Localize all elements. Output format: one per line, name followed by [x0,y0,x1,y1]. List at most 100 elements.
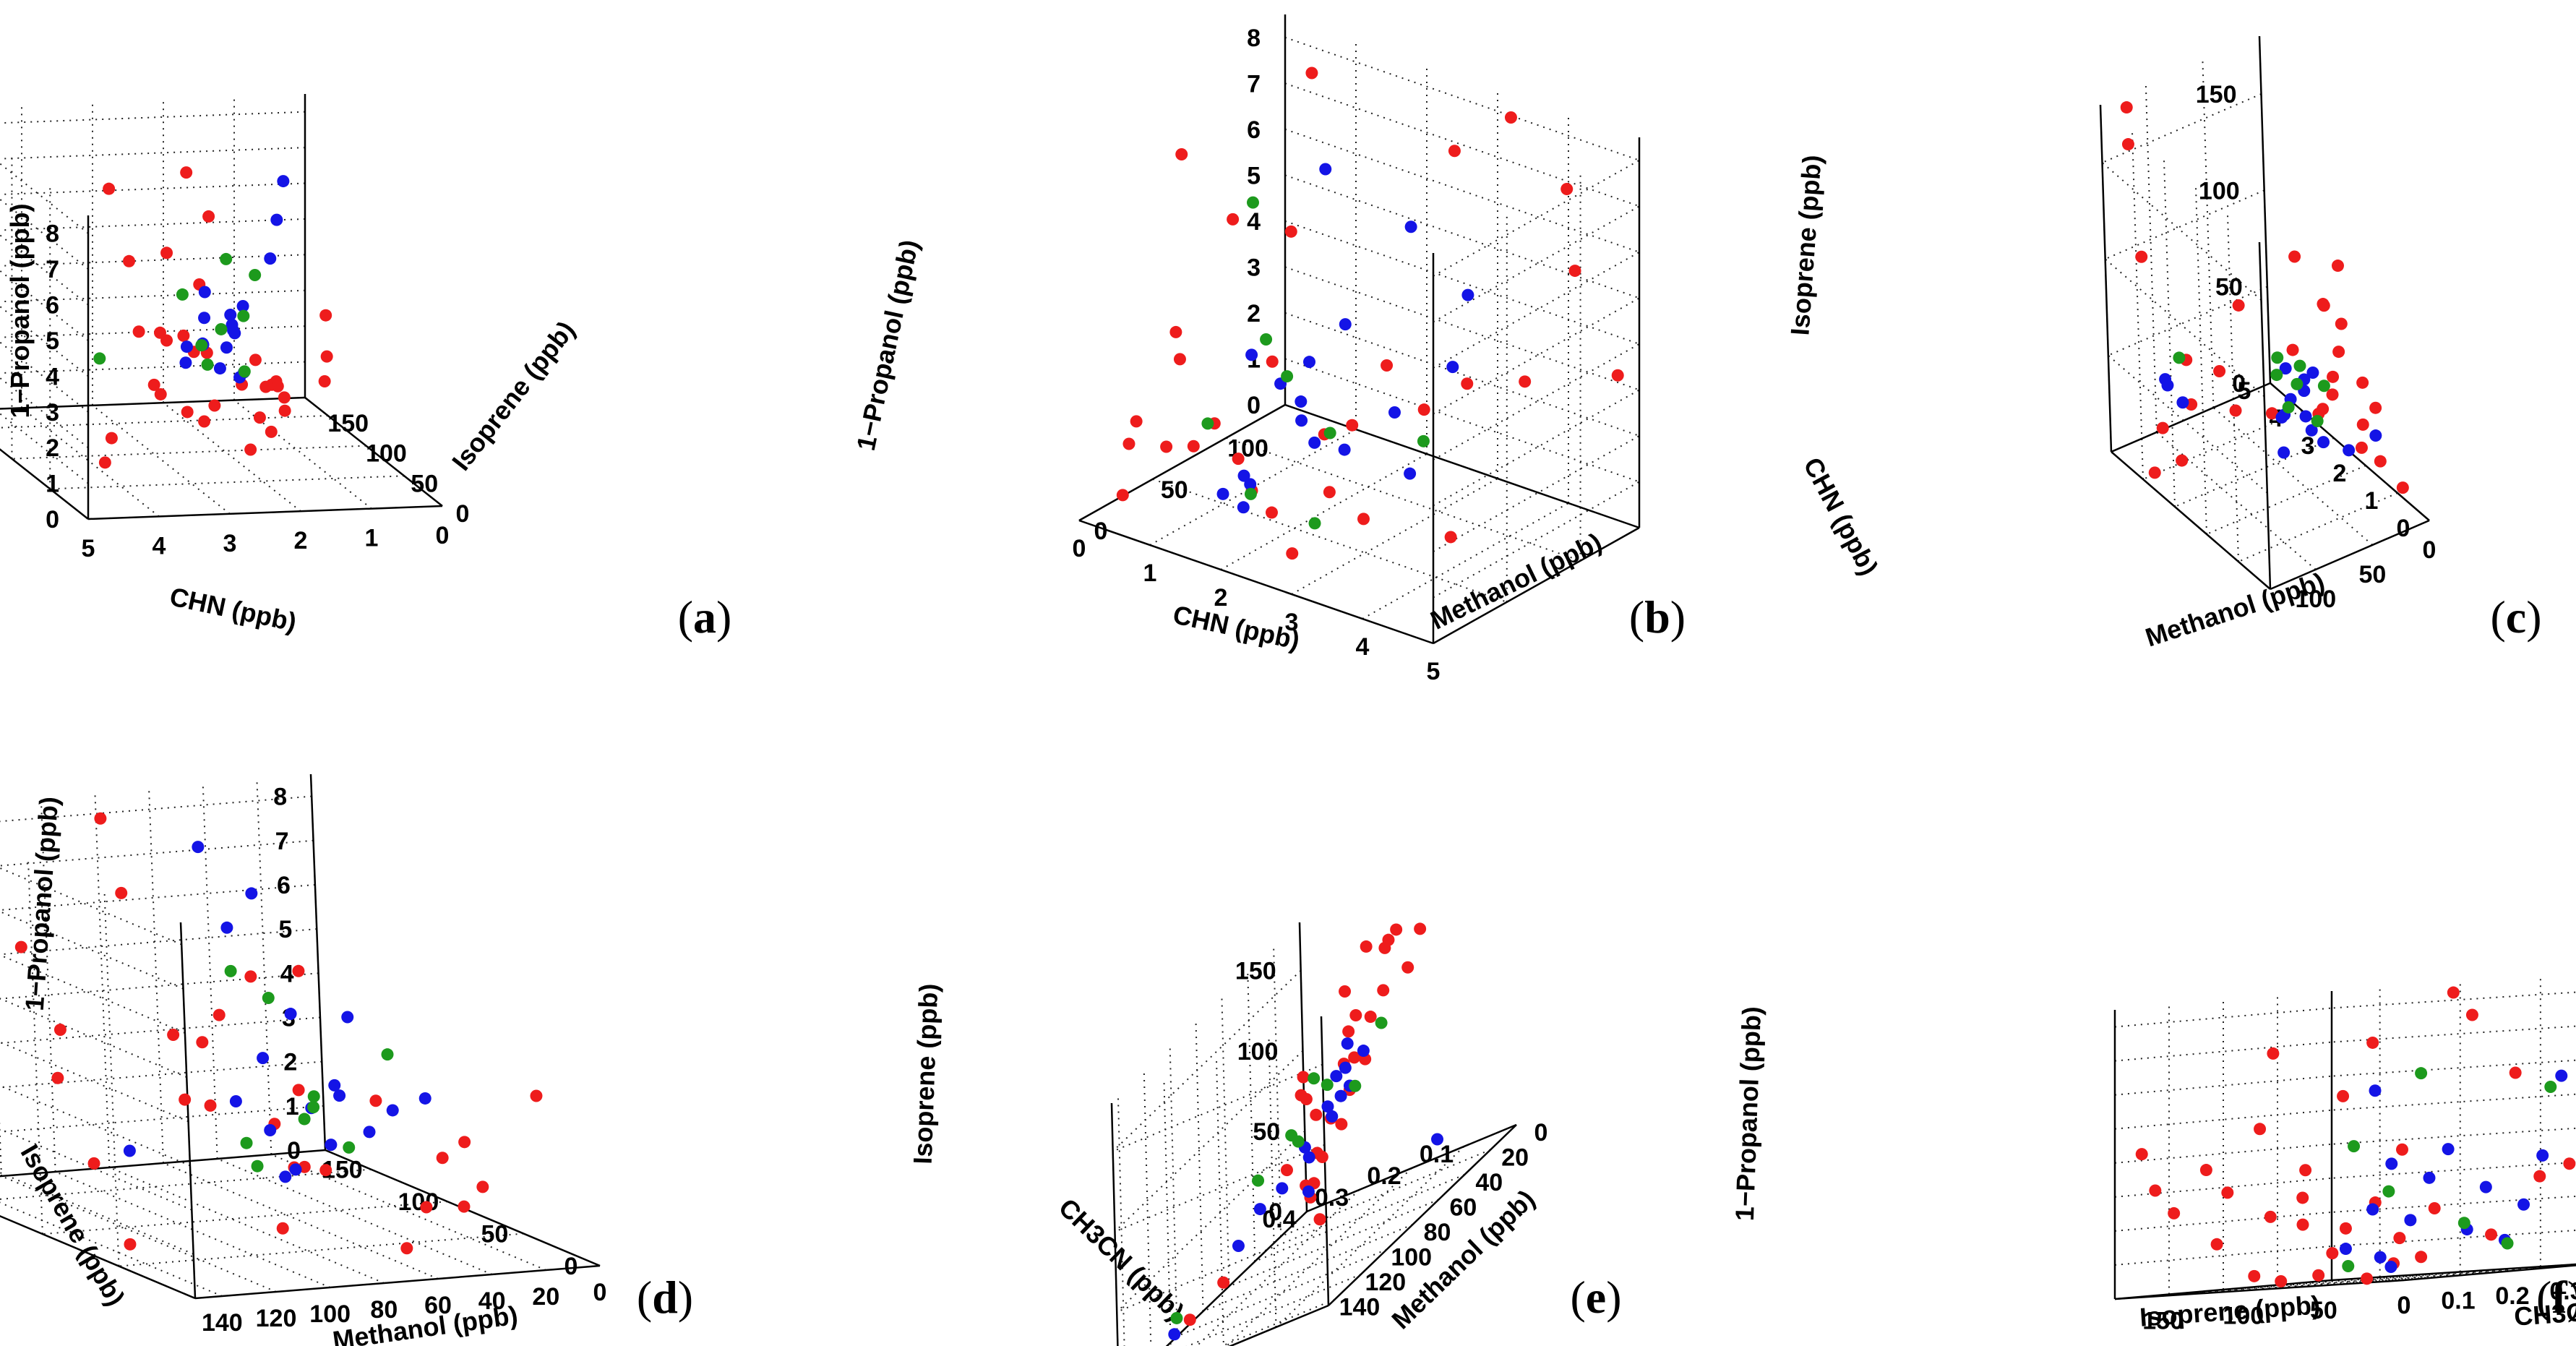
point-red [2393,1232,2406,1245]
side-grid-z-4 [0,254,306,267]
z-axis-title: 1−Propanol (ppb) [1730,1006,1766,1221]
wall-grid-x-5 [1169,1047,1178,1337]
point-blue [363,1126,376,1139]
y-tick-label: 4 [153,532,166,560]
point-blue [1237,469,1250,482]
panel-e: 0 20 40 60 80 100 120 140 0.1 0.2 0.3 0.4 0 50 100 150 M… [859,673,1717,1346]
y-axis-title: CHN (ppb) [1798,453,1884,580]
point-red [1381,359,1394,372]
point-red [53,1024,66,1037]
point-red [2135,1148,2148,1161]
point-red [160,247,173,260]
point-red [292,964,305,977]
point-blue [2277,446,2291,459]
floor-edge-back [2111,382,2271,453]
x-tick-label: 120 [1365,1269,1406,1296]
x-tick-label: 100 [2295,586,2336,613]
side-grid-z-1 [0,361,306,374]
point-blue [228,327,241,340]
point-red [2366,1036,2379,1049]
floor-edge [0,1214,196,1300]
point-red [94,812,107,825]
point-blue [2159,373,2172,386]
floor-grid-x-3 [163,1162,439,1279]
z-tick-label: 8 [273,784,287,811]
z-tick-label: 2 [46,434,59,462]
x-tick-label: 60 [424,1292,452,1319]
point-green [240,1136,253,1149]
point-red [1227,213,1240,226]
floor-grid-x-2 [12,445,366,460]
point-green [262,991,275,1004]
point-red [2465,1008,2478,1021]
point-red [1217,1276,1230,1289]
x-tick-label: 100 [309,1300,351,1328]
point-green [1308,1072,1321,1085]
point-red [1364,1011,1377,1024]
point-red [2317,299,2330,312]
point-red [530,1089,543,1102]
point-blue [2369,1084,2382,1097]
point-red [2327,370,2340,383]
point-red [369,1094,382,1107]
panel-c: 050100012345050100150Methanol (ppb)CHN (… [1717,0,2576,673]
x-tick-label: 150 [327,410,369,437]
x-axis-line [2114,1279,2405,1300]
point-red [2509,1066,2522,1079]
point-red [2361,1272,2374,1285]
point-red [1519,375,1532,388]
panel-label: (a) [678,591,732,643]
z-tick-label: 7 [1247,70,1261,98]
z-axis-title: Isoprene (ppb) [1785,154,1826,336]
point-red [196,1036,209,1049]
point-red [208,399,221,412]
point-red [132,325,145,338]
point-red [103,182,116,195]
point-red [198,415,211,428]
point-blue [1295,395,1308,408]
x-tick-label: 4 [1356,633,1370,661]
z-tick-label: 0 [1247,392,1261,419]
point-blue [123,1144,136,1157]
floor-edge [2114,1279,2332,1300]
y-tick-label: 0 [2397,515,2410,542]
point-red [124,1238,137,1251]
point-blue [279,1170,292,1183]
point-red [1335,1118,1348,1131]
x-tick-label: 140 [1339,1293,1381,1321]
floor-edge-back [2331,1263,2576,1282]
y-tick-label: 50 [1161,476,1188,504]
point-red [458,1200,471,1213]
point-green [2317,380,2330,393]
wall-grid-z-5 [0,928,317,956]
point-red [1504,111,1517,124]
wall-grid-z-3 [1112,969,1302,1152]
point-red [1284,225,1297,238]
point-red [1349,1008,1362,1021]
wall-grid-x-3 [148,786,164,1164]
point-green [2291,377,2304,390]
z-tick-label: 50 [2215,274,2243,301]
back-corner-edge [2099,104,2113,453]
side-grid-z-2 [1433,435,1640,552]
point-green [2173,351,2186,364]
y-tick-label: 5 [82,535,95,562]
point-red [1348,1051,1361,1064]
wall-grid-z-5 [1284,174,1640,299]
x-axis-line [2270,519,2430,591]
point-red [1382,933,1395,946]
z-tick-label: 0 [1268,1199,1282,1226]
point-red [2356,376,2369,389]
point-red [160,334,173,347]
side-grid-z-0 [1229,1305,1329,1346]
point-blue [284,1008,297,1021]
side-grid-z-6 [2114,1075,2332,1096]
y-tick-label: 100 [398,1188,439,1216]
point-red [1346,419,1359,432]
point-blue [1330,1070,1343,1083]
wall-grid-z-7 [2331,1025,2576,1043]
point-red [2120,101,2133,114]
wall-grid-z-1 [2108,286,2268,356]
point-blue [1295,414,1308,427]
point-blue [264,252,277,265]
